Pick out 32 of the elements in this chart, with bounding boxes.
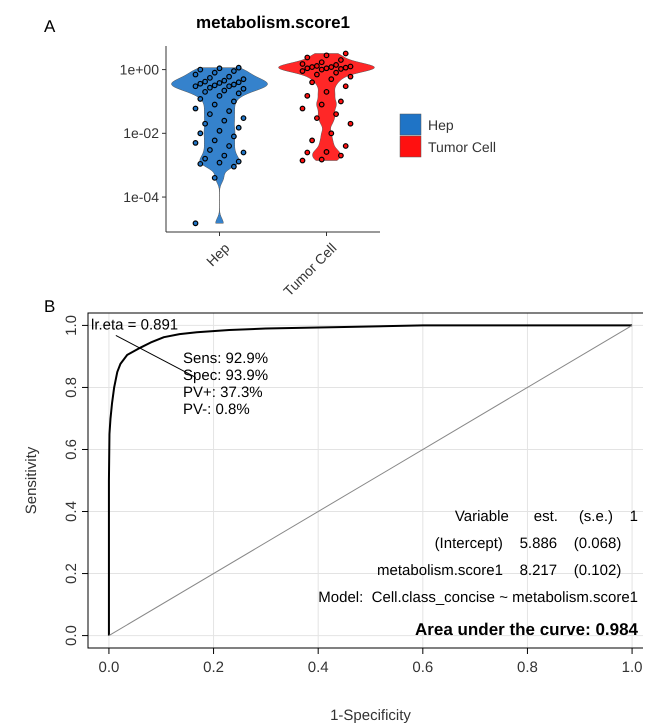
y-tick-label: 0.6 [63,439,80,460]
annotation: Variable est. (s.e.) 1 [454,508,638,525]
x-tick-label: 0.4 [308,659,329,676]
x-tick-label: 0.0 [98,659,120,676]
y-tick-label: 0.8 [63,377,80,398]
y-tick-label: 1.0 [63,314,80,336]
annotation: Spec: 93.9% [183,367,268,384]
y-tick-label: 1e-04 [123,188,160,205]
text: A [44,17,56,36]
annotation: metabolism.score1 8.217 (0.102) [377,562,638,579]
x-axis-title: 1-Specificity [330,707,412,724]
text: B [44,297,56,316]
chart-title: metabolism.score1 [196,13,350,32]
annotation: PV-: 0.8% [183,401,250,418]
y-axis-title: Sensitivity [23,446,40,514]
y-tick-label: 0.2 [63,563,80,584]
annotation: (Intercept) 5.886 (0.068) [434,535,638,552]
x-tick-label: 0.8 [517,659,538,676]
y-tick-label: 1e-02 [123,125,160,142]
legend-label: Tumor Cell [428,138,496,155]
y-tick-label: 0.4 [63,501,80,522]
y-tick-label: 1e+00 [120,61,160,78]
annotation: lr.eta = 0.891 [91,316,178,334]
x-tick-label: 0.6 [412,659,434,676]
annotation: Area under the curve: 0.984 [415,620,639,639]
legend-label: Hep [428,116,454,133]
x-tick-label: 0.2 [203,659,224,676]
annotation: PV+: 37.3% [183,384,263,401]
annotation: Model: Cell.class_concise ~ metabolism.score1 [318,589,638,606]
annotation: Sens: 92.9% [183,350,268,367]
y-tick-label: 0.0 [63,625,80,646]
x-tick-label: 1.0 [622,659,643,676]
